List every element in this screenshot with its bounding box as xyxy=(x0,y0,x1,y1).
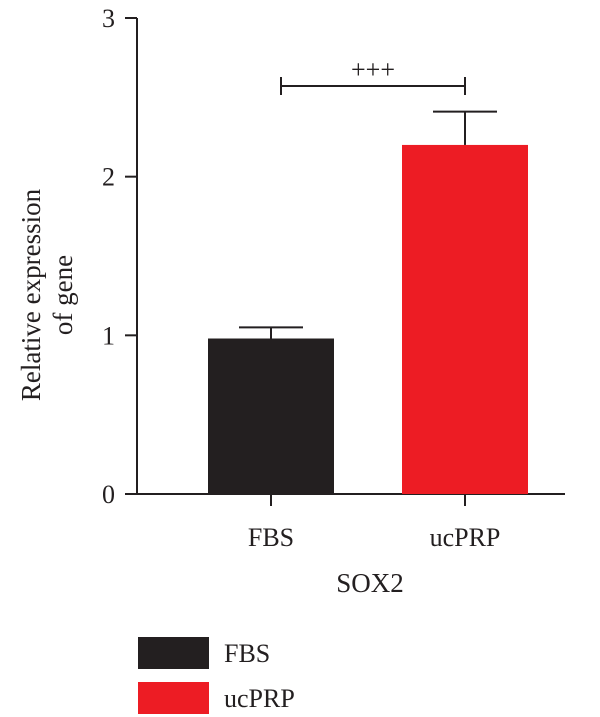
x-tick-label: FBS xyxy=(248,523,294,552)
x-axis-title: SOX2 xyxy=(336,568,404,598)
legend-label: FBS xyxy=(224,639,270,668)
y-axis-ticks: 0 1 2 3 xyxy=(102,4,137,509)
legend-swatch xyxy=(138,637,209,669)
bars xyxy=(208,144,528,494)
error-bars xyxy=(239,110,497,339)
x-tick-label: ucPRP xyxy=(430,523,501,552)
y-tick-label: 0 xyxy=(102,480,115,509)
y-axis-title: Relative expression of gene xyxy=(16,188,78,401)
bar-fbs xyxy=(208,338,334,494)
significance-bracket: +++ xyxy=(280,55,466,95)
bar-ucprp xyxy=(402,144,528,494)
y-tick-label: 3 xyxy=(102,4,115,33)
legend-label: ucPRP xyxy=(224,684,295,713)
y-axis-title-line1: Relative expression xyxy=(16,188,46,401)
y-axis-title-line2: of gene xyxy=(48,255,78,335)
legend-swatch xyxy=(138,682,209,714)
significance-label: +++ xyxy=(351,55,395,84)
legend: FBS ucPRP xyxy=(138,637,295,714)
x-axis-tick-labels: FBS ucPRP xyxy=(248,494,501,552)
y-tick-label: 2 xyxy=(102,163,115,192)
y-tick-label: 1 xyxy=(102,321,115,350)
